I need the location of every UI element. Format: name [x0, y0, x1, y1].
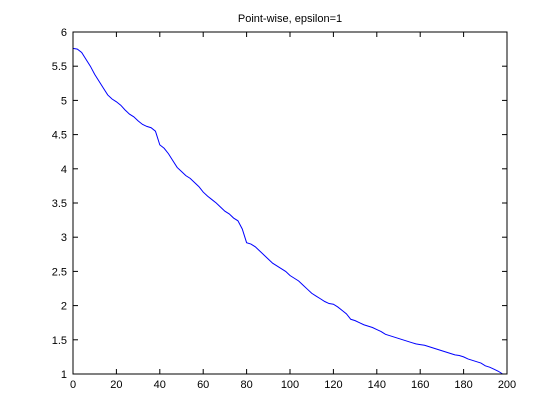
x-tick-label: 100: [281, 379, 299, 391]
x-tick-label: 140: [368, 379, 386, 391]
x-axis: 0 20 40 60 80 100 120 140 160 180 200: [70, 32, 516, 391]
plot-area-frame: [72, 31, 508, 375]
y-tick-label: 5: [61, 95, 67, 107]
x-tick-label: 80: [240, 379, 252, 391]
y-tick-label: 1: [61, 369, 67, 381]
y-tick-label: 2.5: [52, 266, 67, 278]
y-tick-label: 2: [61, 301, 67, 313]
y-tick-label: 4.5: [52, 130, 67, 142]
x-tick-label: 200: [498, 379, 516, 391]
x-tick-label: 160: [411, 379, 429, 391]
y-tick-label: 5.5: [52, 61, 67, 73]
y-axis: 1 1.5 2 2.5 3 3.5 4 4.5 5 5.5 6: [52, 27, 507, 381]
chart-title: Point-wise, epsilon=1: [238, 13, 342, 25]
x-tick-label: 20: [110, 379, 122, 391]
x-tick-label: 120: [324, 379, 342, 391]
y-tick-label: 1.5: [52, 335, 67, 347]
x-tick-label: 180: [454, 379, 472, 391]
series-line: [72, 47, 503, 375]
y-tick-label: 3.5: [52, 198, 67, 210]
x-tick-label: 0: [70, 379, 76, 391]
x-tick-label: 40: [154, 379, 166, 391]
y-tick-label: 4: [61, 164, 67, 176]
y-tick-label: 3: [61, 232, 67, 244]
y-tick-label: 6: [61, 27, 67, 39]
x-tick-label: 60: [197, 379, 209, 391]
